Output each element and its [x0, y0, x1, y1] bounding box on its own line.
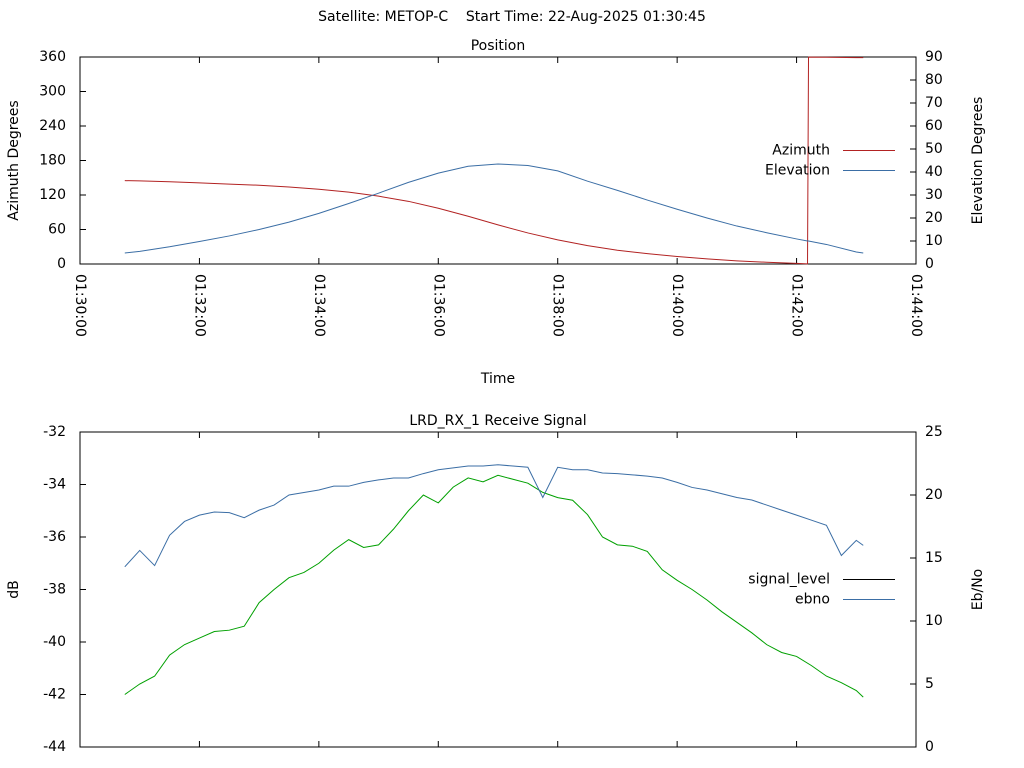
legend-label: Elevation	[765, 163, 830, 179]
y-tick-label: 360	[39, 49, 66, 65]
series-line	[124, 474, 864, 698]
y2-axis-label: Eb/No	[970, 569, 986, 611]
y-tick-label: 300	[39, 84, 66, 100]
y-tick-label: -40	[43, 634, 66, 650]
y2-tick-label: 90	[925, 49, 943, 65]
y-tick-label: -44	[43, 739, 66, 755]
y2-axis-label: Elevation Degrees	[970, 97, 986, 225]
x-tick-label: 01:38:00	[550, 274, 566, 337]
y2-tick-label: 10	[925, 233, 943, 249]
series-line	[124, 464, 864, 568]
y2-tick-label: 0	[925, 256, 934, 272]
y-tick-label: -38	[43, 582, 66, 598]
y2-tick-label: 70	[925, 95, 943, 111]
y2-tick-label: 20	[925, 487, 943, 503]
legend-label: ebno	[795, 592, 830, 608]
y-tick-label: -34	[43, 477, 66, 493]
x-tick-label: 01:40:00	[669, 274, 685, 337]
y2-tick-label: 60	[925, 118, 943, 134]
chart-title: Position	[471, 38, 526, 54]
page-title: Satellite: METOP-C Start Time: 22-Aug-20…	[318, 9, 706, 25]
y2-tick-label: 40	[925, 164, 943, 180]
y2-tick-label: 5	[925, 676, 934, 692]
y2-tick-label: 0	[925, 739, 934, 755]
legend-label: Azimuth	[772, 143, 830, 159]
x-tick-label: 01:32:00	[191, 274, 207, 337]
x-tick-label: 01:30:00	[72, 274, 88, 337]
y2-tick-label: 25	[925, 424, 943, 440]
chart-title: LRD_RX_1 Receive Signal	[409, 413, 586, 429]
y-axis-label: Azimuth Degrees	[6, 100, 22, 220]
x-axis-label: Time	[480, 371, 515, 387]
y2-tick-label: 10	[925, 613, 943, 629]
y-tick-label: 120	[39, 187, 66, 203]
y2-tick-label: 20	[925, 210, 943, 226]
y2-tick-label: 30	[925, 187, 943, 203]
series-line	[124, 56, 864, 265]
y2-tick-label: 15	[925, 550, 943, 566]
y-tick-label: -42	[43, 687, 66, 703]
y-tick-label: 240	[39, 118, 66, 134]
x-tick-label: 01:44:00	[908, 274, 924, 337]
series-line	[124, 163, 864, 254]
y-axis-label: dB	[6, 580, 22, 599]
x-tick-label: 01:36:00	[430, 274, 446, 337]
y-tick-label: 60	[48, 222, 66, 238]
y-tick-label: -36	[43, 529, 66, 545]
y2-tick-label: 80	[925, 72, 943, 88]
y-tick-label: -32	[43, 424, 66, 440]
y-tick-label: 0	[57, 256, 66, 272]
x-tick-label: 01:34:00	[311, 274, 327, 337]
legend-label: signal_level	[748, 572, 830, 588]
y2-tick-label: 50	[925, 141, 943, 157]
y-tick-label: 180	[39, 153, 66, 169]
x-tick-label: 01:42:00	[789, 274, 805, 337]
